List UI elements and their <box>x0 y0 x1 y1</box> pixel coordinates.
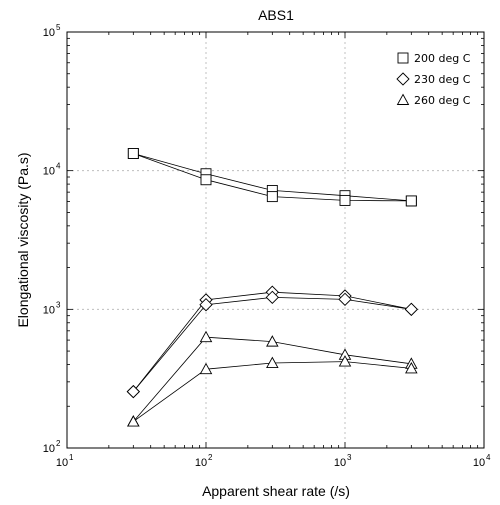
triangle-marker <box>396 93 410 105</box>
triangle-marker <box>405 361 418 374</box>
y-tick-label: 10 <box>43 166 55 178</box>
x-axis-label: Apparent shear rate (/s) <box>202 483 350 499</box>
legend-label: 200 deg C <box>414 52 471 65</box>
y-tick-label-exponent: 3 <box>56 300 61 309</box>
triangle-marker <box>338 355 352 367</box>
square-marker <box>127 148 139 159</box>
series-line <box>132 336 412 422</box>
square-marker <box>339 194 351 206</box>
grid <box>67 32 484 448</box>
y-tick-label: 10 <box>43 304 55 316</box>
diamond-marker <box>404 302 418 316</box>
axis-ticks: 10 1 10 2 10 3 10 410 210 310 410 5 <box>43 23 491 469</box>
series-diamond <box>126 285 418 399</box>
square-marker <box>405 195 417 207</box>
diamond-marker <box>126 384 140 399</box>
y-tick-label-exponent: 5 <box>56 23 61 32</box>
square-marker <box>266 191 278 203</box>
legend-label: 260 deg C <box>414 94 471 107</box>
x-tick-label-exponent: 3 <box>347 453 352 462</box>
triangle-marker <box>266 335 279 347</box>
series-triangle <box>127 330 418 427</box>
x-tick-label-exponent: 2 <box>208 453 213 462</box>
y-tick-label-exponent: 2 <box>56 439 61 448</box>
diamond-marker <box>338 292 352 307</box>
x-tick-label: 10 <box>334 457 346 469</box>
series-line <box>133 361 412 422</box>
y-tick-label-exponent: 4 <box>56 162 61 171</box>
y-axis-label: Elongational viscosity (Pa.s) <box>15 152 31 327</box>
square-marker <box>397 52 409 64</box>
x-tick-label-exponent: 1 <box>69 453 74 462</box>
x-tick-label: 10 <box>56 457 68 469</box>
triangle-marker <box>266 356 279 368</box>
diamond-marker <box>396 72 410 86</box>
triangle-marker <box>127 415 140 427</box>
diamond-marker <box>265 290 279 304</box>
triangle-marker <box>199 330 213 343</box>
legend: 200 deg C 230 deg C 260 deg C <box>396 52 471 107</box>
series-square <box>127 148 417 207</box>
plot-frame <box>66 31 485 449</box>
x-tick-label: 10 <box>195 457 207 469</box>
triangle-marker <box>199 362 213 375</box>
y-tick-label: 10 <box>43 27 55 39</box>
y-tick-label: 10 <box>43 443 55 455</box>
x-tick-label-exponent: 4 <box>486 453 491 462</box>
series <box>126 148 418 427</box>
diamond-marker <box>199 298 213 312</box>
square-marker <box>200 174 212 186</box>
x-tick-label: 10 <box>473 457 485 469</box>
chart-title: ABS1 <box>258 7 294 23</box>
legend-label: 230 deg C <box>414 73 471 86</box>
